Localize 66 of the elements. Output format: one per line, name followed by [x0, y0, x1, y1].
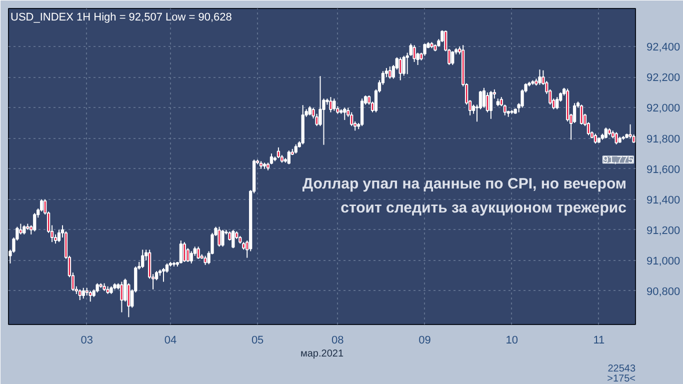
candlestick [412, 44, 416, 62]
candlestick [127, 282, 130, 318]
candlestick [402, 55, 406, 76]
text: 22543 [608, 364, 636, 374]
candlestick [221, 229, 224, 248]
x-axis-title: мар.2021 [300, 348, 344, 360]
x-tick-label: 09 [418, 334, 431, 346]
candlestick [96, 282, 99, 293]
candlestick [57, 229, 61, 243]
y-tick-label: 92,400 [646, 42, 680, 54]
candlestick [360, 98, 364, 127]
candlestick [594, 133, 598, 144]
candlestick [388, 66, 392, 80]
candlestick [22, 224, 26, 235]
candlestick [628, 124, 632, 139]
y-tick-label: 91,400 [646, 194, 680, 206]
candlestick [204, 255, 207, 266]
candlestick [218, 226, 221, 248]
candlestick [398, 56, 402, 81]
x-tick-label: 05 [251, 334, 264, 346]
candlestick [196, 246, 200, 260]
y-tick-label: 92,200 [646, 72, 680, 84]
candlestick [162, 268, 166, 282]
candlestick [78, 288, 82, 301]
x-tick-label: 08 [332, 334, 344, 346]
candlestick [120, 281, 124, 313]
y-tick-label: 92,000 [646, 102, 680, 115]
y-tick-label: 91,600 [646, 164, 680, 176]
candlestick [423, 43, 426, 56]
y-tick-label: 91,200 [646, 224, 680, 237]
candlestick [580, 104, 584, 126]
x-tick-label: 10 [506, 334, 518, 346]
x-tick-label: 03 [80, 334, 94, 346]
candlestick [451, 50, 454, 66]
text: >175< [607, 374, 636, 384]
candlestick [556, 96, 559, 110]
candlestick [294, 144, 298, 154]
x-tick-label: 04 [164, 334, 177, 346]
candlestick [179, 240, 183, 264]
y-tick-label: 90,800 [646, 286, 680, 298]
candlestick [308, 106, 312, 116]
candlestick [33, 212, 36, 232]
candlestick [614, 132, 618, 145]
candlestick [186, 248, 190, 262]
candlestick [538, 69, 542, 86]
candlestick [232, 229, 235, 249]
candlestick [182, 242, 186, 262]
y-tick-label: 91,000 [646, 255, 680, 268]
candlestick [332, 98, 336, 112]
candlestick [82, 287, 85, 300]
candlestick [276, 146, 280, 159]
candlestick [482, 87, 486, 108]
candlestick [343, 107, 346, 120]
annotation: Доллар упал на данные по CPI, но вечером стоит следить за аукционом трежерис [302, 176, 627, 216]
candlestick [329, 96, 332, 113]
candlestick [141, 249, 144, 269]
candlestick [88, 290, 92, 302]
x-tick-label: 11 [593, 334, 605, 346]
candlestick [489, 90, 493, 120]
y-tick-label: 91,800 [646, 133, 680, 146]
candlestick [190, 250, 193, 264]
candlestick [604, 127, 608, 139]
candlestick [350, 112, 354, 127]
candlestick [486, 92, 490, 113]
candlestick [287, 150, 290, 165]
chart-title: USD_INDEX 1H High = 92,507 Low = 90,628 [10, 12, 232, 24]
